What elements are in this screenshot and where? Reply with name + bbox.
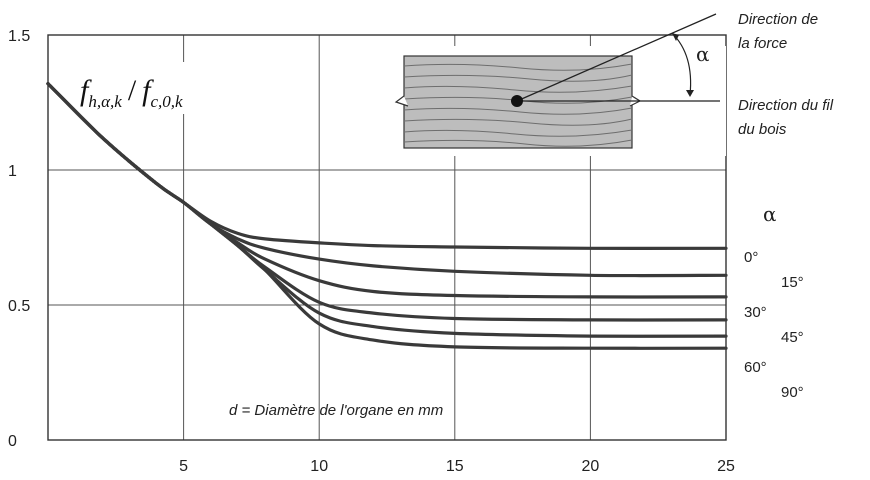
grain-label-line2: du bois xyxy=(738,121,787,138)
legend-label-60deg: 60° xyxy=(744,359,767,376)
x-tick-label: 20 xyxy=(582,458,600,475)
x-axis-annotation: d = Diamètre de l'organe en mm xyxy=(229,402,443,419)
wood-break-left xyxy=(394,95,409,107)
x-tick-label: 5 xyxy=(179,458,188,475)
x-tick-label: 15 xyxy=(446,458,464,475)
series-line-90deg xyxy=(46,82,728,350)
title-sub1: h,α,k xyxy=(88,92,122,111)
force-label-line2: la force xyxy=(738,35,787,52)
wood-grain-diagram: α xyxy=(394,13,726,156)
x-tick-label: 25 xyxy=(717,458,735,475)
legend-label-45deg: 45° xyxy=(781,329,804,346)
title-slash: / xyxy=(128,74,137,107)
angle-arrow-bottom xyxy=(686,90,694,97)
title-sub2: c,0,k xyxy=(151,92,184,111)
x-tick-labels: 5 10 15 20 25 xyxy=(179,458,735,475)
legend-label-90deg: 90° xyxy=(781,384,804,401)
y-tick-label: 1 xyxy=(8,163,17,180)
y-tick-labels: 0 0.5 1 1.5 xyxy=(8,28,30,450)
plot-frame xyxy=(47,34,727,441)
wood-grain-lines xyxy=(403,63,633,147)
y-tick-label: 0 xyxy=(8,433,17,450)
series-lines xyxy=(46,82,728,350)
inset-angle-symbol: α xyxy=(696,42,710,66)
legend-label-30deg: 30° xyxy=(744,304,767,321)
fastener-dot xyxy=(511,95,523,107)
y-tick-label: 1.5 xyxy=(8,28,30,45)
legend-header-alpha: α xyxy=(763,202,777,226)
ratio-title: fh,α,k / fc,0,k xyxy=(72,62,250,114)
legend: 0° 15° 30° 45° 60° 90° xyxy=(744,249,804,401)
force-direction-line xyxy=(516,13,717,102)
x-tick-label: 10 xyxy=(310,458,328,475)
legend-label-0deg: 0° xyxy=(744,249,758,266)
y-tick-label: 0.5 xyxy=(8,298,30,315)
grain-label-line1: Direction du fil xyxy=(738,97,834,114)
legend-label-15deg: 15° xyxy=(781,274,804,291)
angle-arrow-top xyxy=(672,33,679,41)
force-label-line1: Direction de xyxy=(738,11,818,28)
